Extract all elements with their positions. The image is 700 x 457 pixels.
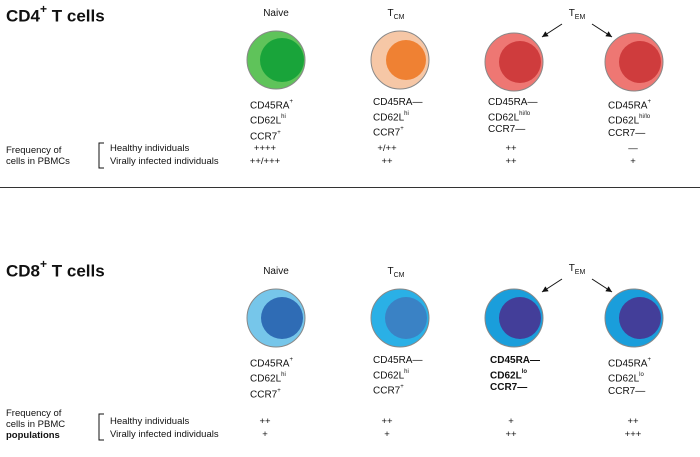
- value-cell: +: [508, 416, 514, 427]
- cell-nucleus: [499, 41, 541, 83]
- cell-nucleus: [260, 38, 304, 82]
- section-divider: [0, 187, 700, 188]
- value-cell: +: [630, 156, 636, 167]
- cell-naive: [246, 288, 306, 348]
- cell-tcm: [370, 30, 430, 90]
- value-cell: +: [384, 429, 390, 440]
- markers-naive: CD45RA+ CD62Lhi CCR7+: [250, 99, 293, 142]
- cell-tem-ra-pos: [604, 32, 664, 92]
- value-cell: ++++: [253, 143, 277, 154]
- cell-type-naive: Naive: [263, 8, 289, 19]
- markers-tem-ra-pos: CD45RA+ CD62Lhi/lo CCR7—: [608, 99, 651, 139]
- cell-nucleus: [385, 297, 427, 339]
- cell-tem-ra-neg: [484, 288, 544, 348]
- value-cell: ++: [505, 429, 517, 440]
- cell-type-tem: TEM: [568, 8, 586, 21]
- cd8-section-title: CD8+ T cells: [6, 257, 105, 281]
- value-cell: +: [262, 429, 268, 440]
- value-cell: ++: [505, 143, 517, 154]
- cell-tem-ra-pos: [604, 288, 664, 348]
- row-label-healthy: Healthy individuals: [110, 416, 190, 427]
- markers-tem-ra-neg: CD45RA— CD62Lhi/lo CCR7—: [488, 97, 537, 136]
- cell-tem-ra-neg: [484, 32, 544, 92]
- markers-tem-ra-pos: CD45RA+ CD62Llo CCR7—: [608, 357, 651, 397]
- row-label-healthy: Healthy individuals: [110, 143, 190, 154]
- cell-nucleus: [261, 297, 303, 339]
- value-cell: ++/+++: [249, 156, 281, 167]
- cell-type-tcm: TCM: [387, 8, 405, 21]
- frequency-bracket: [98, 142, 104, 169]
- markers-tcm: CD45RA— CD62Lhi CCR7+: [373, 97, 422, 139]
- markers-tem-ra-neg: CD45RA— CD62Llo CCR7—: [490, 355, 540, 394]
- value-cell: +++: [624, 429, 642, 440]
- tem-arrow-left: [541, 278, 563, 293]
- value-cell: ++: [381, 156, 393, 167]
- cd8-frequency-label: Frequency of cells in PBMC populations: [6, 408, 66, 441]
- tem-arrow-left: [541, 23, 563, 38]
- cell-type-tem: TEM: [568, 263, 586, 276]
- cell-nucleus: [619, 41, 661, 83]
- cell-naive: [246, 30, 306, 90]
- cell-tcm: [370, 288, 430, 348]
- markers-naive: CD45RA+ CD62Lhi CCR7+: [250, 357, 293, 400]
- tem-arrow-right: [591, 23, 613, 38]
- value-cell: +/++: [377, 143, 397, 154]
- value-cell: ++: [627, 416, 639, 427]
- frequency-bracket: [98, 413, 104, 441]
- cd4-frequency-label: Frequency of cells in PBMCs: [6, 145, 70, 167]
- row-label-infected: Virally infected individuals: [110, 429, 219, 440]
- tem-arrow-right: [591, 278, 613, 293]
- cd4-section-title: CD4+ T cells: [6, 2, 105, 26]
- cell-nucleus: [386, 40, 426, 80]
- markers-tcm: CD45RA— CD62Lhi CCR7+: [373, 355, 422, 397]
- value-cell: ++: [259, 416, 271, 427]
- cell-type-tcm: TCM: [387, 266, 405, 279]
- value-cell: ++: [505, 156, 517, 167]
- cell-type-naive: Naive: [263, 266, 289, 277]
- cell-nucleus: [619, 297, 661, 339]
- row-label-infected: Virally infected individuals: [110, 156, 219, 167]
- value-cell: —: [628, 143, 638, 154]
- value-cell: ++: [381, 416, 393, 427]
- cell-nucleus: [499, 297, 541, 339]
